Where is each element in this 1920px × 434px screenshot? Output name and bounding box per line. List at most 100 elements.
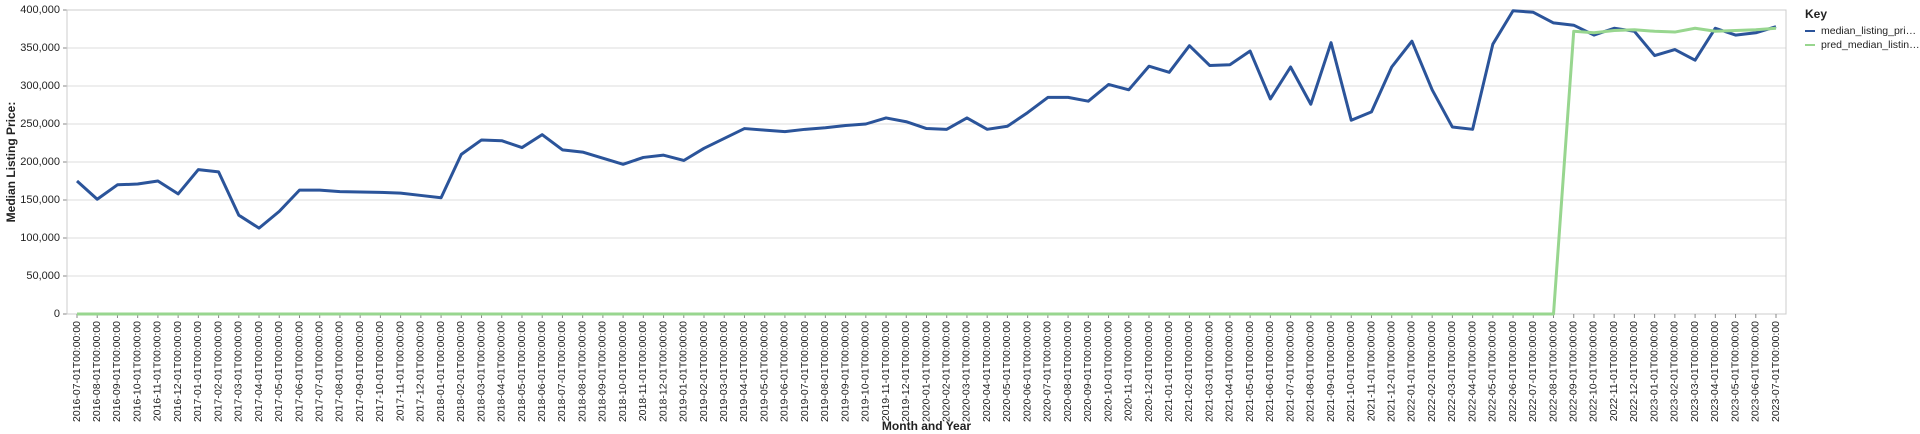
y-tick-label: 100,000 xyxy=(20,232,60,244)
x-tick-label: 2017-11-01T00:00:00 xyxy=(394,321,406,421)
x-tick-label: 2022-11-01T00:00:00 xyxy=(1608,321,1620,421)
x-tick-label: 2023-07-01T00:00:00 xyxy=(1770,321,1782,422)
x-tick-label: 2017-10-01T00:00:00 xyxy=(374,321,386,422)
legend-label: median_listing_pri… xyxy=(1821,25,1916,37)
x-tick-label: 2018-10-01T00:00:00 xyxy=(617,321,629,422)
x-tick-label: 2019-04-01T00:00:00 xyxy=(738,321,750,422)
y-tick-label: 350,000 xyxy=(20,42,60,54)
x-tick-label: 2022-12-01T00:00:00 xyxy=(1628,321,1640,422)
x-tick-label: 2019-02-01T00:00:00 xyxy=(698,321,710,422)
x-tick-label: 2020-10-01T00:00:00 xyxy=(1102,321,1114,422)
x-tick-label: 2019-11-01T00:00:00 xyxy=(880,321,892,421)
x-axis-title: Month and Year xyxy=(882,419,971,433)
x-tick-label: 2018-11-01T00:00:00 xyxy=(637,321,649,421)
x-tick-label: 2022-01-01T00:00:00 xyxy=(1406,321,1418,422)
x-tick-label: 2020-01-01T00:00:00 xyxy=(920,321,932,422)
x-tick-label: 2016-10-01T00:00:00 xyxy=(131,321,143,422)
y-tick-label: 50,000 xyxy=(26,270,60,282)
x-tick-label: 2018-05-01T00:00:00 xyxy=(516,321,528,422)
x-tick-label: 2022-07-01T00:00:00 xyxy=(1527,321,1539,422)
x-tick-label: 2018-07-01T00:00:00 xyxy=(556,321,568,422)
y-tick-label: 250,000 xyxy=(20,118,60,130)
x-tick-label: 2022-05-01T00:00:00 xyxy=(1487,321,1499,422)
x-tick-label: 2021-11-01T00:00:00 xyxy=(1365,321,1377,421)
series-line xyxy=(75,9,1777,230)
x-tick-label: 2023-06-01T00:00:00 xyxy=(1750,321,1762,422)
x-tick-label: 2018-04-01T00:00:00 xyxy=(496,321,508,422)
legend-title: Key xyxy=(1805,7,1827,21)
x-tick-label: 2018-01-01T00:00:00 xyxy=(435,321,447,422)
x-tick-label: 2022-03-01T00:00:00 xyxy=(1446,321,1458,422)
x-tick-label: 2017-06-01T00:00:00 xyxy=(293,321,305,422)
x-tick-label: 2021-05-01T00:00:00 xyxy=(1244,321,1256,422)
x-tick-label: 2017-08-01T00:00:00 xyxy=(334,321,346,422)
y-tick-label: 0 xyxy=(54,308,60,320)
x-tick-label: 2021-02-01T00:00:00 xyxy=(1183,321,1195,422)
x-tick-label: 2017-01-01T00:00:00 xyxy=(192,321,204,422)
x-tick-label: 2019-08-01T00:00:00 xyxy=(819,321,831,422)
x-tick-label: 2019-06-01T00:00:00 xyxy=(779,321,791,422)
x-tick-label: 2019-12-01T00:00:00 xyxy=(900,321,912,422)
x-tick-label: 2017-04-01T00:00:00 xyxy=(253,321,265,422)
x-tick-label: 2022-04-01T00:00:00 xyxy=(1466,321,1478,422)
x-tick-label: 2018-06-01T00:00:00 xyxy=(536,321,548,422)
x-tick-label: 2017-09-01T00:00:00 xyxy=(354,321,366,422)
x-tick-label: 2017-12-01T00:00:00 xyxy=(415,321,427,422)
x-tick-label: 2018-08-01T00:00:00 xyxy=(576,321,588,422)
y-axis-title: Median Listing Price: xyxy=(4,102,18,223)
x-tick-label: 2021-10-01T00:00:00 xyxy=(1345,321,1357,422)
x-tick-label: 2020-04-01T00:00:00 xyxy=(981,321,993,422)
y-tick-label: 400,000 xyxy=(20,4,60,16)
x-tick-label: 2016-12-01T00:00:00 xyxy=(172,321,184,422)
x-tick-label: 2021-12-01T00:00:00 xyxy=(1385,321,1397,422)
y-tick-label: 150,000 xyxy=(20,194,60,206)
y-tick-label: 300,000 xyxy=(20,80,60,92)
x-tick-label: 2020-12-01T00:00:00 xyxy=(1143,321,1155,422)
x-tick-label: 2019-01-01T00:00:00 xyxy=(678,321,690,422)
x-tick-label: 2016-08-01T00:00:00 xyxy=(91,321,103,422)
x-tick-label: 2020-09-01T00:00:00 xyxy=(1082,321,1094,422)
x-tick-label: 2017-07-01T00:00:00 xyxy=(313,321,325,422)
x-tick-label: 2021-06-01T00:00:00 xyxy=(1264,321,1276,422)
x-tick-label: 2021-03-01T00:00:00 xyxy=(1203,321,1215,422)
y-tick-label: 200,000 xyxy=(20,156,60,168)
x-tick-label: 2018-12-01T00:00:00 xyxy=(657,321,669,422)
x-tick-label: 2020-02-01T00:00:00 xyxy=(941,321,953,422)
x-tick-label: 2023-05-01T00:00:00 xyxy=(1729,321,1741,422)
x-tick-label: 2016-09-01T00:00:00 xyxy=(111,321,123,422)
x-tick-label: 2020-06-01T00:00:00 xyxy=(1021,321,1033,422)
x-tick-label: 2019-05-01T00:00:00 xyxy=(758,321,770,422)
legend-label: pred_median_listin… xyxy=(1821,39,1920,51)
x-tick-label: 2017-02-01T00:00:00 xyxy=(212,321,224,422)
x-tick-label: 2022-08-01T00:00:00 xyxy=(1547,321,1559,422)
x-tick-label: 2018-09-01T00:00:00 xyxy=(597,321,609,422)
x-tick-label: 2018-03-01T00:00:00 xyxy=(475,321,487,422)
x-tick-label: 2017-03-01T00:00:00 xyxy=(233,321,245,422)
x-tick-label: 2019-03-01T00:00:00 xyxy=(718,321,730,422)
x-tick-label: 2017-05-01T00:00:00 xyxy=(273,321,285,422)
x-tick-label: 2021-01-01T00:00:00 xyxy=(1163,321,1175,422)
x-tick-label: 2022-09-01T00:00:00 xyxy=(1568,321,1580,422)
x-tick-label: 2021-09-01T00:00:00 xyxy=(1325,321,1337,422)
x-tick-label: 2023-01-01T00:00:00 xyxy=(1648,321,1660,422)
x-tick-label: 2021-08-01T00:00:00 xyxy=(1305,321,1317,422)
x-tick-label: 2019-09-01T00:00:00 xyxy=(839,321,851,422)
x-tick-label: 2021-04-01T00:00:00 xyxy=(1224,321,1236,422)
x-tick-label: 2016-07-01T00:00:00 xyxy=(71,321,83,422)
x-tick-label: 2020-08-01T00:00:00 xyxy=(1062,321,1074,422)
x-tick-label: 2016-11-01T00:00:00 xyxy=(152,321,164,421)
x-tick-label: 2023-04-01T00:00:00 xyxy=(1709,321,1721,422)
x-tick-label: 2019-10-01T00:00:00 xyxy=(860,321,872,422)
x-tick-label: 2021-07-01T00:00:00 xyxy=(1284,321,1296,422)
x-tick-label: 2020-05-01T00:00:00 xyxy=(1001,321,1013,422)
x-tick-label: 2022-02-01T00:00:00 xyxy=(1426,321,1438,422)
x-tick-label: 2018-02-01T00:00:00 xyxy=(455,321,467,422)
x-tick-label: 2022-06-01T00:00:00 xyxy=(1507,321,1519,422)
x-tick-label: 2023-02-01T00:00:00 xyxy=(1669,321,1681,422)
series-line xyxy=(77,26,1777,316)
x-tick-label: 2020-03-01T00:00:00 xyxy=(961,321,973,422)
x-tick-label: 2019-07-01T00:00:00 xyxy=(799,321,811,422)
x-tick-label: 2022-10-01T00:00:00 xyxy=(1588,321,1600,422)
